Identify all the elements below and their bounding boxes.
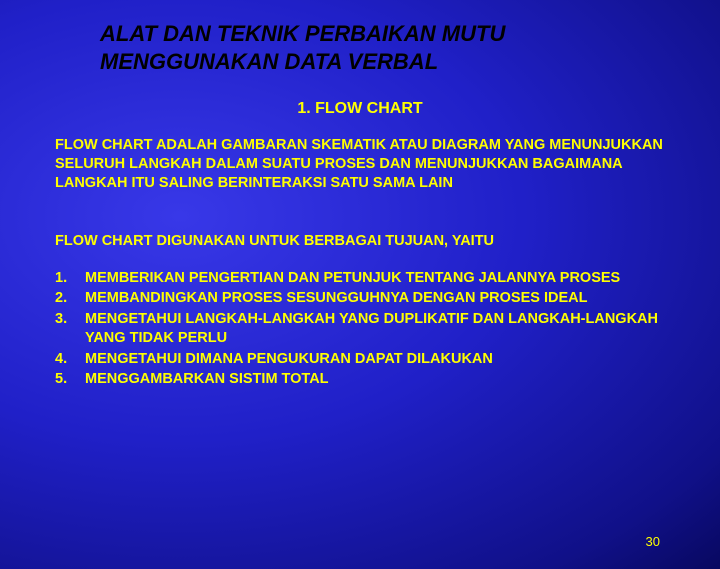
item-text: MEMBERIKAN PENGERTIAN DAN PETUNJUK TENTA… xyxy=(85,269,665,289)
slide-container: ALAT DAN TEKNIK PERBAIKAN MUTU MENGGUNAK… xyxy=(0,0,720,411)
item-number: 4. xyxy=(55,350,85,370)
list-item: 5. MENGGAMBARKAN SISTIM TOTAL xyxy=(55,370,665,390)
item-text: MENGGAMBARKAN SISTIM TOTAL xyxy=(85,370,665,390)
list-item: 3. MENGETAHUI LANGKAH-LANGKAH YANG DUPLI… xyxy=(55,310,665,349)
slide-title: ALAT DAN TEKNIK PERBAIKAN MUTU MENGGUNAK… xyxy=(100,20,665,75)
slide-subtitle: 1. FLOW CHART xyxy=(55,100,665,118)
title-line-2: MENGGUNAKAN DATA VERBAL xyxy=(100,48,665,76)
list-item: 2. MEMBANDINGKAN PROSES SESUNGGUHNYA DEN… xyxy=(55,289,665,309)
list-item: 1. MEMBERIKAN PENGERTIAN DAN PETUNJUK TE… xyxy=(55,269,665,289)
item-number: 1. xyxy=(55,269,85,289)
list-item: 4. MENGETAHUI DIMANA PENGUKURAN DAPAT DI… xyxy=(55,350,665,370)
item-number: 5. xyxy=(55,370,85,390)
item-text: MENGETAHUI DIMANA PENGUKURAN DAPAT DILAK… xyxy=(85,350,665,370)
item-text: MEMBANDINGKAN PROSES SESUNGGUHNYA DENGAN… xyxy=(85,289,665,309)
purpose-heading: FLOW CHART DIGUNAKAN UNTUK BERBAGAI TUJU… xyxy=(55,233,665,249)
title-line-1: ALAT DAN TEKNIK PERBAIKAN MUTU xyxy=(100,20,665,48)
purpose-list: 1. MEMBERIKAN PENGERTIAN DAN PETUNJUK TE… xyxy=(55,269,665,390)
item-number: 3. xyxy=(55,310,85,349)
definition-text: FLOW CHART ADALAH GAMBARAN SKEMATIK ATAU… xyxy=(55,136,665,193)
page-number: 30 xyxy=(646,534,660,549)
item-number: 2. xyxy=(55,289,85,309)
item-text: MENGETAHUI LANGKAH-LANGKAH YANG DUPLIKAT… xyxy=(85,310,665,349)
